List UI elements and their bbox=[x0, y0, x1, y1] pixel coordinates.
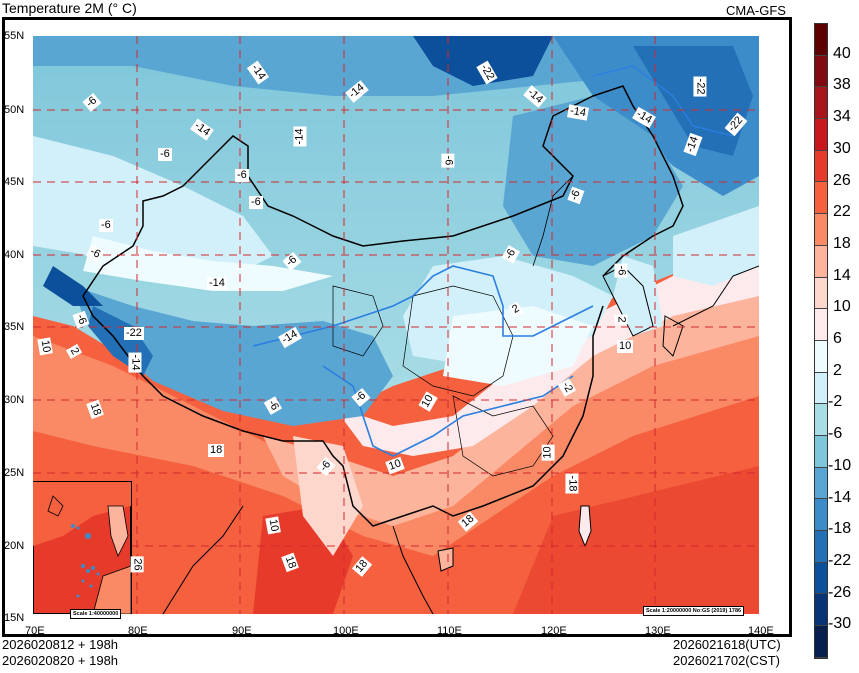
contour-label: 10 bbox=[541, 444, 555, 461]
colorbar-segment bbox=[815, 562, 827, 595]
contour-label: -6 bbox=[235, 169, 249, 182]
colorbar-segment bbox=[815, 626, 827, 658]
lat-label-20n: 20N bbox=[4, 540, 25, 552]
colorbar-segment bbox=[815, 404, 827, 436]
contour-label: -6 bbox=[158, 148, 172, 161]
colorbar bbox=[814, 23, 828, 659]
map-frame bbox=[2, 17, 792, 637]
colorbar-tick-label: -2 bbox=[828, 393, 843, 411]
colorbar-segment bbox=[815, 309, 827, 341]
lon-label-80e: 80E bbox=[128, 625, 148, 637]
contour-label: -22 bbox=[693, 76, 707, 97]
contour-label: 10 bbox=[37, 337, 53, 356]
map-scale-label: Scale 1:20000000 No:GS (2019) 1786 bbox=[643, 606, 745, 616]
contour-label: -22 bbox=[124, 327, 144, 340]
south-china-sea-inset bbox=[33, 481, 132, 614]
valid-time-utc: 2026021618(UTC) bbox=[673, 637, 781, 652]
colorbar-segment bbox=[815, 340, 827, 373]
colorbar-tick-label: -26 bbox=[828, 583, 852, 601]
colorbar-segment bbox=[815, 499, 827, 531]
lon-label-140e: 140E bbox=[748, 625, 774, 637]
lat-label-45n: 45N bbox=[4, 176, 25, 188]
inset-scale-label: Scale 1:40000000 bbox=[70, 609, 122, 619]
colorbar-segment bbox=[815, 150, 827, 183]
contour-label: 18 bbox=[208, 444, 225, 457]
lat-label-55n: 55N bbox=[4, 30, 25, 42]
lat-label-40n: 40N bbox=[4, 249, 25, 261]
lon-label-120e: 120E bbox=[541, 625, 567, 637]
colorbar-tick-label: 26 bbox=[833, 171, 851, 189]
colorbar-tick-label: 18 bbox=[833, 234, 851, 252]
lat-label-30n: 30N bbox=[4, 394, 25, 406]
lon-label-90e: 90E bbox=[232, 625, 252, 637]
lat-label-50n: 50N bbox=[4, 104, 25, 116]
lon-label-110e: 110E bbox=[437, 625, 462, 637]
contour-label: -6 bbox=[614, 263, 628, 278]
colorbar-segment bbox=[815, 55, 827, 88]
colorbar-tick-label: -10 bbox=[828, 456, 852, 474]
colorbar-tick-label: -6 bbox=[828, 425, 843, 443]
colorbar-tick-label: 40 bbox=[833, 44, 851, 62]
colorbar-tick-label: 38 bbox=[833, 76, 851, 94]
model-source-label: CMA-GFS bbox=[726, 3, 786, 18]
lat-label-35n: 35N bbox=[4, 321, 25, 333]
contour-label: 10 bbox=[617, 340, 634, 353]
temperature-map bbox=[33, 36, 759, 614]
colorbar-tick-label: -30 bbox=[828, 615, 852, 633]
colorbar-segment bbox=[815, 372, 827, 405]
colorbar-segment bbox=[815, 467, 827, 500]
lon-label-70e: 70E bbox=[25, 625, 45, 637]
contour-label: -14 bbox=[293, 126, 307, 147]
colorbar-segment bbox=[815, 435, 827, 468]
colorbar-segment bbox=[815, 594, 827, 627]
colorbar-tick-label: 14 bbox=[833, 266, 851, 284]
colorbar-tick-label: 30 bbox=[833, 139, 851, 157]
colorbar-tick-label: -18 bbox=[828, 520, 852, 538]
colorbar-segment bbox=[815, 245, 827, 278]
colorbar-segment bbox=[815, 87, 827, 120]
colorbar-segment bbox=[815, 214, 827, 246]
colorbar-tick-label: 34 bbox=[833, 108, 851, 126]
lon-label-130e: 130E bbox=[645, 625, 671, 637]
colorbar-segment bbox=[815, 24, 827, 56]
contour-label: -6 bbox=[249, 196, 263, 209]
lat-label-15n: 15N bbox=[4, 612, 25, 624]
colorbar-tick-label: 22 bbox=[833, 203, 851, 221]
contour-label: -18 bbox=[565, 473, 579, 494]
contour-label: 2 bbox=[614, 314, 628, 325]
colorbar-segment bbox=[815, 531, 827, 563]
colorbar-tick-label: 6 bbox=[833, 330, 842, 347]
chart-title: Temperature 2M (° C) bbox=[2, 0, 137, 16]
colorbar-segment bbox=[815, 119, 827, 151]
contour-label: -14 bbox=[128, 352, 142, 373]
colorbar-segment bbox=[815, 277, 827, 310]
init-time-cst: 2026020820 + 198h bbox=[2, 653, 119, 668]
colorbar-tick-label: 2 bbox=[833, 361, 842, 379]
valid-time-cst: 2026021702(CST) bbox=[673, 653, 780, 668]
contour-label: -14 bbox=[207, 277, 227, 290]
contour-label: -6 bbox=[99, 219, 113, 232]
contour-label: 10 bbox=[265, 516, 281, 535]
colorbar-segment bbox=[815, 182, 827, 215]
colorbar-tick-label: -22 bbox=[828, 551, 852, 569]
lon-label-100e: 100E bbox=[333, 625, 359, 637]
contour-label: 26 bbox=[130, 556, 144, 573]
contour-label: -6 bbox=[441, 153, 455, 168]
colorbar-tick-label: -14 bbox=[828, 488, 852, 506]
colorbar-tick-label: 10 bbox=[833, 298, 851, 316]
init-time-utc: 2026020812 + 198h bbox=[2, 637, 119, 652]
lat-label-25n: 25N bbox=[4, 467, 25, 479]
